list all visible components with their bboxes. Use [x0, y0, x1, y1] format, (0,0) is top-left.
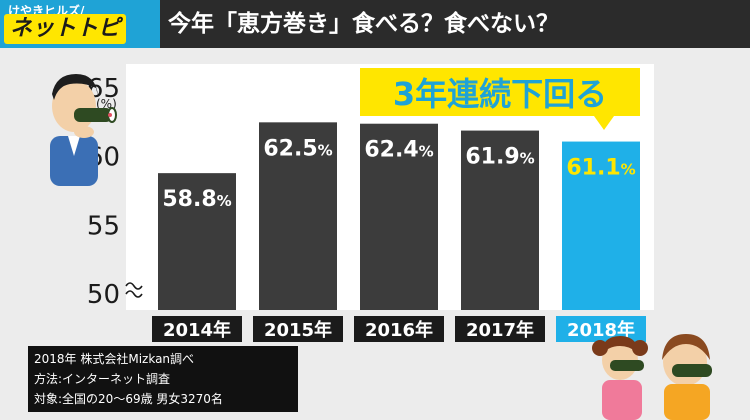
note-line-target: 対象:全国の20～69歳 男女3270名: [34, 392, 223, 406]
bar-value-label: 61.1%: [566, 156, 635, 181]
bar-value-label: 58.8%: [162, 187, 231, 212]
bar-value-label: 62.5%: [263, 136, 332, 161]
note-line-method: 方法:インターネット調査: [34, 372, 171, 386]
y-tick-label: 55: [87, 211, 120, 241]
axis-break-mark: [125, 282, 143, 298]
category-label-box: [556, 316, 646, 342]
bar: [360, 123, 438, 310]
note-line-source: 2018年 株式会社Mizkan調べ: [34, 352, 195, 366]
annotation-text: 3年連続下回る: [393, 75, 607, 113]
title-bar: けやきヒルズ/ ネットトピ 今年「恵方巻き」食べる？食べない？: [0, 0, 750, 48]
kids-eating-ehomaki-illustration: [592, 334, 712, 420]
category-label-box: [253, 316, 343, 342]
category-label-box: [455, 316, 545, 342]
category-label-box: [152, 316, 242, 342]
page-title: 今年「恵方巻き」食べる？食べない？: [168, 11, 559, 37]
x-tick-label: 2018年: [567, 319, 635, 341]
bar: [259, 122, 337, 310]
man-eating-ehomaki-illustration: [50, 74, 117, 186]
x-tick-label: 2014年: [163, 319, 231, 341]
x-tick-label: 2016年: [365, 319, 433, 341]
program-logo: けやきヒルズ/ ネットトピ: [0, 0, 160, 48]
y-tick-label: 50: [87, 280, 120, 310]
bar-value-label: 61.9%: [465, 145, 534, 170]
bar: [461, 130, 539, 310]
bar: [562, 141, 640, 310]
survey-note: 2018年 株式会社Mizkan調べ 方法:インターネット調査 対象:全国の20…: [28, 346, 298, 412]
annotation-pointer: [594, 116, 614, 130]
annotation-box: [360, 68, 640, 116]
category-label-box: [354, 316, 444, 342]
bar-value-label: 62.4%: [364, 138, 433, 163]
bar: [158, 173, 236, 310]
x-tick-label: 2015年: [264, 319, 332, 341]
x-tick-label: 2017年: [466, 319, 534, 341]
logo-name: ネットトピ: [4, 14, 127, 44]
